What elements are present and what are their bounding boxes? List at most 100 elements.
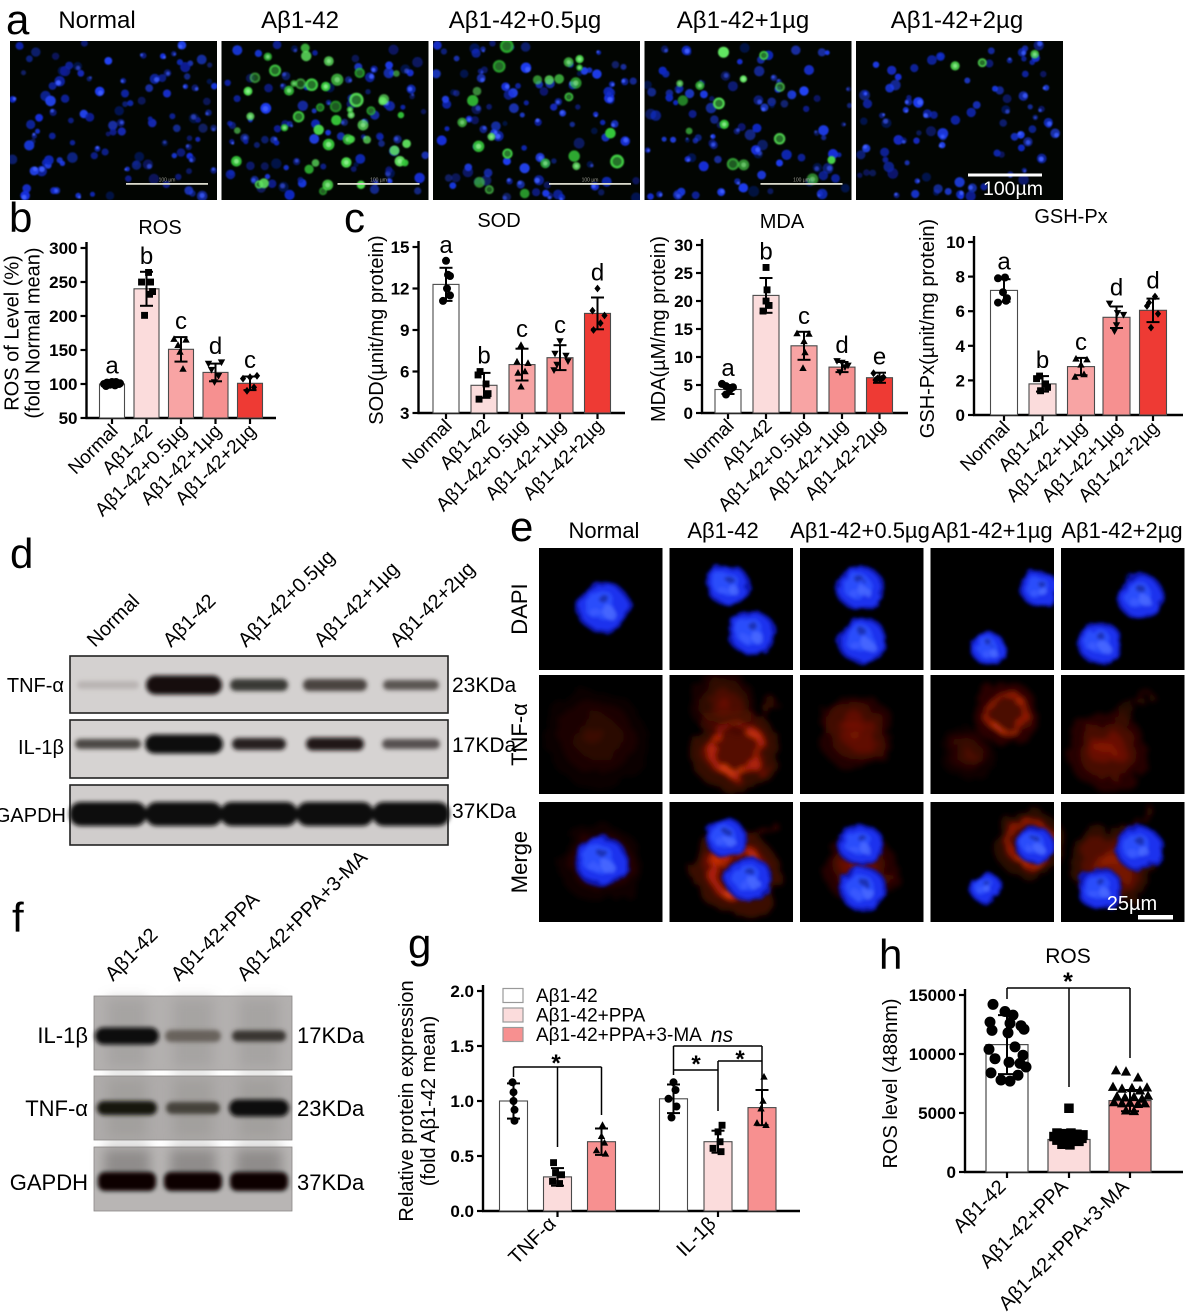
- svg-text:d: d: [591, 260, 604, 287]
- svg-text:5000: 5000: [918, 1104, 956, 1123]
- svg-text:0: 0: [947, 1163, 956, 1182]
- svg-text:ROS level (488nm): ROS level (488nm): [880, 998, 902, 1168]
- svg-text:100: 100: [49, 375, 77, 394]
- svg-text:e: e: [873, 344, 886, 371]
- svg-text:0.5: 0.5: [450, 1147, 474, 1166]
- svg-text:d: d: [209, 333, 222, 360]
- svg-text:a: a: [721, 355, 735, 382]
- svg-text:6: 6: [400, 363, 409, 382]
- svg-text:TNF-α: TNF-α: [507, 703, 532, 766]
- svg-text:SOD(µnit/mg protein): SOD(µnit/mg protein): [366, 235, 388, 424]
- svg-text:100 µm: 100 µm: [159, 178, 176, 184]
- svg-text:Merge: Merge: [507, 831, 532, 893]
- svg-text:*: *: [691, 1051, 701, 1078]
- svg-text:b: b: [140, 243, 153, 270]
- svg-text:23KDa: 23KDa: [452, 674, 517, 697]
- svg-text:GSH-Px: GSH-Px: [1034, 206, 1107, 228]
- svg-text:ROS of Level (%): ROS of Level (%): [2, 255, 24, 411]
- svg-text:Aβ1-42: Aβ1-42: [261, 7, 339, 34]
- svg-text:c: c: [554, 312, 566, 339]
- svg-text:Aβ1-42+2µg: Aβ1-42+2µg: [1061, 518, 1182, 543]
- svg-text:15: 15: [674, 320, 693, 339]
- svg-text:17KDa: 17KDa: [452, 734, 517, 757]
- svg-text:0: 0: [684, 404, 693, 423]
- svg-text:15: 15: [391, 238, 410, 257]
- svg-text:6: 6: [956, 302, 965, 321]
- svg-text:g: g: [408, 920, 431, 967]
- svg-text:c: c: [1075, 329, 1087, 356]
- svg-text:30: 30: [674, 236, 693, 255]
- svg-text:37KDa: 37KDa: [297, 1170, 365, 1195]
- svg-text:a: a: [439, 232, 453, 259]
- svg-text:9: 9: [400, 321, 409, 340]
- svg-text:Aβ1-42+2µg: Aβ1-42+2µg: [891, 7, 1023, 34]
- svg-text:1.5: 1.5: [450, 1037, 474, 1056]
- svg-text:ROS: ROS: [1045, 945, 1091, 968]
- svg-text:c: c: [244, 347, 256, 374]
- svg-text:a: a: [6, 0, 30, 43]
- svg-text:300: 300: [49, 239, 77, 258]
- svg-text:(fold Normal mean): (fold Normal mean): [23, 247, 45, 418]
- svg-text:MDA(µM/mg protein): MDA(µM/mg protein): [648, 236, 670, 422]
- svg-text:Normal: Normal: [569, 518, 640, 543]
- svg-text:10: 10: [674, 348, 693, 367]
- svg-text:h: h: [879, 931, 902, 978]
- svg-text:IL-1β: IL-1β: [18, 737, 64, 759]
- svg-text:d: d: [1110, 274, 1123, 301]
- svg-text:Normal: Normal: [58, 7, 135, 34]
- svg-text:2: 2: [956, 371, 965, 390]
- svg-text:4: 4: [956, 337, 966, 356]
- svg-text:37KDa: 37KDa: [452, 800, 517, 823]
- svg-text:0: 0: [956, 406, 965, 425]
- svg-text:Aβ1-42: Aβ1-42: [536, 986, 598, 1007]
- svg-text:Aβ1-42+1µg: Aβ1-42+1µg: [931, 518, 1052, 543]
- svg-text:c: c: [516, 316, 528, 343]
- svg-text:MDA: MDA: [760, 211, 805, 233]
- svg-text:5: 5: [684, 376, 693, 395]
- svg-text:15000: 15000: [909, 986, 956, 1005]
- svg-text:c: c: [344, 194, 365, 241]
- svg-text:200: 200: [49, 307, 77, 326]
- svg-text:GSH-Px(µnit/mg protein): GSH-Px(µnit/mg protein): [917, 219, 939, 438]
- svg-text:(fold Aβ1-42 mean): (fold Aβ1-42 mean): [418, 1016, 440, 1186]
- svg-text:b: b: [9, 194, 32, 241]
- svg-text:*: *: [735, 1046, 745, 1073]
- svg-text:250: 250: [49, 273, 77, 292]
- svg-text:Aβ1-42+1µg: Aβ1-42+1µg: [677, 7, 809, 34]
- svg-text:20: 20: [674, 292, 693, 311]
- svg-text:IL-1β: IL-1β: [37, 1023, 88, 1048]
- svg-text:2.0: 2.0: [450, 982, 474, 1001]
- svg-text:TNF-α: TNF-α: [7, 675, 64, 697]
- svg-text:b: b: [759, 238, 772, 265]
- svg-text:100 µm: 100 µm: [582, 178, 599, 184]
- svg-text:Relative protein expression: Relative protein expression: [396, 980, 418, 1221]
- svg-text:d: d: [835, 332, 848, 359]
- svg-text:*: *: [1063, 968, 1073, 996]
- svg-text:ROS: ROS: [138, 217, 181, 239]
- svg-text:SOD: SOD: [477, 210, 520, 232]
- svg-text:d: d: [10, 530, 33, 577]
- svg-text:GAPDH: GAPDH: [0, 805, 66, 827]
- svg-text:25: 25: [674, 264, 693, 283]
- svg-text:TNF-α: TNF-α: [25, 1096, 88, 1121]
- svg-text:b: b: [1036, 347, 1049, 374]
- svg-text:c: c: [798, 303, 810, 330]
- svg-text:100µm: 100µm: [983, 178, 1043, 200]
- svg-text:1.0: 1.0: [450, 1092, 474, 1111]
- svg-text:d: d: [1146, 267, 1159, 294]
- svg-text:25µm: 25µm: [1107, 893, 1157, 915]
- svg-text:Aβ1-42+0.5µg: Aβ1-42+0.5µg: [449, 7, 601, 34]
- svg-text:50: 50: [59, 409, 78, 428]
- svg-text:10000: 10000: [909, 1045, 956, 1064]
- svg-text:GAPDH: GAPDH: [10, 1170, 88, 1195]
- svg-text:23KDa: 23KDa: [297, 1096, 365, 1121]
- svg-text:c: c: [175, 308, 187, 335]
- svg-text:150: 150: [49, 341, 77, 360]
- svg-text:3: 3: [400, 404, 409, 423]
- svg-text:Aβ1-42: Aβ1-42: [687, 518, 758, 543]
- svg-text:17KDa: 17KDa: [297, 1023, 365, 1048]
- svg-text:0.0: 0.0: [450, 1202, 474, 1221]
- svg-text:a: a: [105, 352, 119, 379]
- svg-text:e: e: [510, 503, 533, 550]
- svg-text:a: a: [997, 248, 1011, 275]
